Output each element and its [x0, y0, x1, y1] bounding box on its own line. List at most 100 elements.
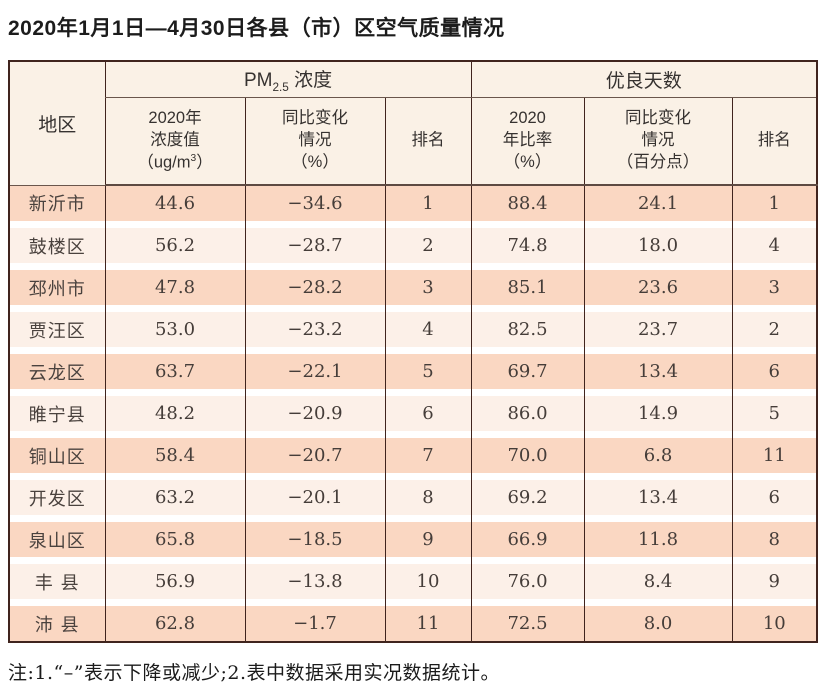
ratio-rank-cell: 4 — [731, 228, 818, 270]
col-group-good-days: 优良天数 — [470, 61, 818, 98]
region-cell: 云龙区 — [8, 354, 105, 396]
pm25-value-cell: 63.7 — [104, 354, 245, 396]
col-header-ratio-rank: 排名 — [731, 97, 818, 186]
pm25-yoy-cell: −22.1 — [244, 354, 385, 396]
ratio-rank-cell: 9 — [731, 564, 818, 606]
ratio-yoy-cell: 6.8 — [583, 438, 733, 480]
ratio-header-line1: 2020 — [509, 109, 546, 128]
pm25-value-header-line3: （ug/m3） — [107, 152, 244, 174]
col-group-pm25: PM2.5 浓度 — [104, 61, 472, 98]
pm25-rank-cell: 10 — [384, 564, 472, 606]
col-header-ratio: 2020 年比率 （%） — [470, 97, 585, 186]
pm25-yoy-cell: −13.8 — [244, 564, 385, 606]
pm25-rank-cell: 11 — [384, 606, 472, 642]
pm25-yoy-cell: −20.1 — [244, 480, 385, 522]
pm25-value-header-line1: 2020年 — [148, 109, 202, 128]
pm25-yoy-cell: −1.7 — [244, 606, 385, 642]
pm25-value-cell: 58.4 — [104, 438, 245, 480]
ratio-yoy-header-line1: 同比变化 — [625, 109, 692, 128]
table-row: 开发区 63.2 −20.1 8 69.2 13.4 6 — [8, 480, 818, 522]
pm25-rank-cell: 7 — [384, 438, 472, 480]
pm25-yoy-cell: −28.2 — [244, 270, 385, 312]
ratio-yoy-header-line3: （百分点） — [616, 152, 700, 171]
col-header-pm25-value: 2020年 浓度值 （ug/m3） — [104, 97, 245, 186]
ratio-rank-cell: 5 — [731, 396, 818, 438]
col-header-ratio-yoy: 同比变化 情况 （百分点） — [583, 97, 733, 186]
ratio-yoy-cell: 8.0 — [583, 606, 733, 642]
pm25-value-cell: 44.6 — [104, 185, 245, 228]
ratio-yoy-cell: 23.6 — [583, 270, 733, 312]
ratio-value-cell: 82.5 — [470, 312, 585, 354]
ratio-value-cell: 85.1 — [470, 270, 585, 312]
region-cell: 沛 县 — [8, 606, 105, 642]
pm25-rank-cell: 2 — [384, 228, 472, 270]
region-cell: 鼓楼区 — [8, 228, 105, 270]
pm25-yoy-cell: −20.7 — [244, 438, 385, 480]
ratio-value-cell: 76.0 — [470, 564, 585, 606]
ratio-value-cell: 69.7 — [470, 354, 585, 396]
pm25-value-header-line2: 浓度值 — [150, 130, 200, 149]
pm25-yoy-cell: −28.7 — [244, 228, 385, 270]
ratio-rank-cell: 1 — [731, 185, 818, 228]
pm25-rank-cell: 1 — [384, 185, 472, 228]
page-title: 2020年1月1日—4月30日各县（市）区空气质量情况 — [8, 17, 505, 40]
pm25-value-cell: 63.2 — [104, 480, 245, 522]
pm25-rank-cell: 3 — [384, 270, 472, 312]
table-row: 丰 县 56.9 −13.8 10 76.0 8.4 9 — [8, 564, 818, 606]
ratio-yoy-cell: 23.7 — [583, 312, 733, 354]
ratio-yoy-cell: 13.4 — [583, 354, 733, 396]
table-body: 新沂市 44.6 −34.6 1 88.4 24.1 1 鼓楼区 56.2 −28.7 2 74.8 1… — [8, 185, 818, 642]
pm25-yoy-cell: −20.9 — [244, 396, 385, 438]
ratio-value-cell: 88.4 — [470, 185, 585, 228]
pm25-rank-cell: 8 — [384, 480, 472, 522]
ratio-value-cell: 72.5 — [470, 606, 585, 642]
pm25-rank-cell: 4 — [384, 312, 472, 354]
pm25-value-cell: 56.9 — [104, 564, 245, 606]
ratio-rank-cell: 11 — [731, 438, 818, 480]
col-header-pm25-rank: 排名 — [384, 97, 472, 186]
table-row: 邳州市 47.8 −28.2 3 85.1 23.6 3 — [8, 270, 818, 312]
ratio-rank-cell: 8 — [731, 522, 818, 564]
pm25-label-suffix: 浓度 — [288, 70, 333, 92]
pm25-value-cell: 62.8 — [104, 606, 245, 642]
pm25-unit-suffix: ） — [196, 153, 213, 172]
ratio-value-cell: 86.0 — [470, 396, 585, 438]
col-header-pm25-yoy: 同比变化 情况 （%） — [244, 97, 385, 186]
ratio-rank-cell: 6 — [731, 354, 818, 396]
pm25-unit-superscript: 3 — [190, 152, 197, 164]
table-header: 地区 PM2.5 浓度 优良天数 2020年 浓度值 （ug/m3） 同比变化 … — [8, 61, 818, 186]
ratio-yoy-header-line2: 情况 — [641, 131, 675, 150]
table-row: 铜山区 58.4 −20.7 7 70.0 6.8 11 — [8, 438, 818, 480]
col-header-region: 地区 — [8, 61, 105, 186]
pm25-value-cell: 53.0 — [104, 312, 245, 354]
region-cell: 开发区 — [8, 480, 105, 522]
header-group-row: 地区 PM2.5 浓度 优良天数 — [8, 61, 818, 186]
pm25-yoy-cell: −34.6 — [244, 185, 385, 228]
region-cell: 丰 县 — [8, 564, 105, 606]
ratio-value-cell: 69.2 — [470, 480, 585, 522]
pm25-label-subscript: 2.5 — [272, 80, 289, 94]
ratio-value-cell: 66.9 — [470, 522, 585, 564]
region-cell: 睢宁县 — [8, 396, 105, 438]
pm25-yoy-header-line1: 同比变化 — [282, 109, 348, 128]
table-row: 新沂市 44.6 −34.6 1 88.4 24.1 1 — [8, 185, 818, 228]
pm25-value-cell: 48.2 — [104, 396, 245, 438]
pm25-yoy-cell: −23.2 — [244, 312, 385, 354]
ratio-yoy-cell: 11.8 — [583, 522, 733, 564]
ratio-yoy-cell: 14.9 — [583, 396, 733, 438]
ratio-yoy-cell: 18.0 — [583, 228, 733, 270]
pm25-rank-cell: 9 — [384, 522, 472, 564]
pm25-value-cell: 56.2 — [104, 228, 245, 270]
pm25-rank-cell: 5 — [384, 354, 472, 396]
pm25-yoy-header-line2: 情况 — [298, 131, 332, 150]
ratio-header-line2: 年比率 — [502, 131, 553, 150]
air-quality-table: 地区 PM2.5 浓度 优良天数 2020年 浓度值 （ug/m3） 同比变化 … — [8, 60, 819, 643]
footnote: 注:1.“–”表示下降或减少;2.表中数据采用实况数据统计。 — [8, 662, 500, 684]
pm25-yoy-cell: −18.5 — [244, 522, 385, 564]
table-row: 泉山区 65.8 −18.5 9 66.9 11.8 8 — [8, 522, 818, 564]
ratio-value-cell: 70.0 — [470, 438, 585, 480]
region-cell: 泉山区 — [8, 522, 105, 564]
table-row: 云龙区 63.7 −22.1 5 69.7 13.4 6 — [8, 354, 818, 396]
ratio-header-line3: （%） — [503, 152, 552, 171]
region-cell: 铜山区 — [8, 438, 105, 480]
